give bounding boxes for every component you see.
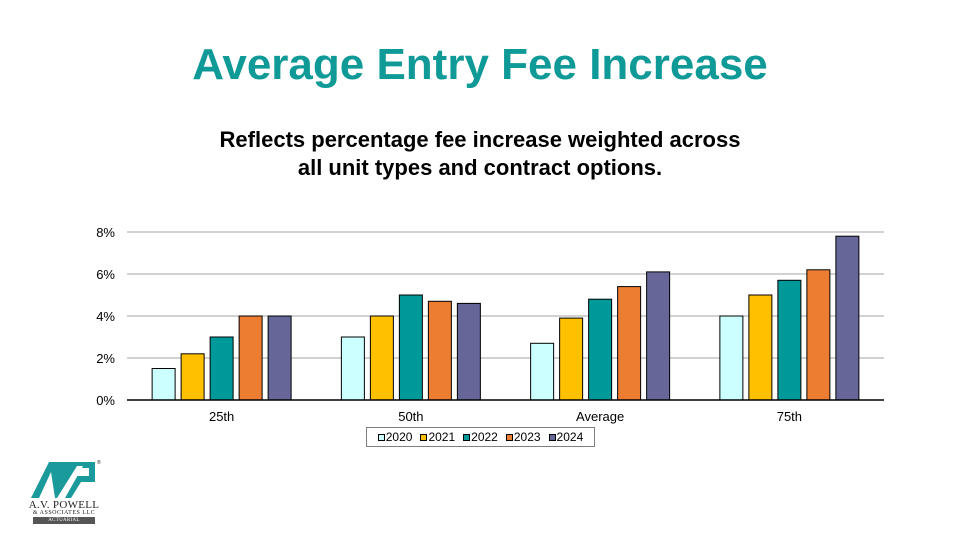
bar-2024-average — [646, 271, 671, 401]
y-tick-label: 0% — [96, 393, 115, 408]
bar-2020-50th — [340, 336, 365, 401]
page-title: Average Entry Fee Increase — [192, 40, 768, 89]
x-tick-label: 75th — [777, 409, 802, 424]
legend-swatch — [377, 433, 385, 441]
legend-label: 2024 — [556, 430, 584, 444]
legend-item-2023: 2023 — [505, 430, 541, 444]
subtitle-line-2: all unit types and contract options. — [297, 155, 663, 180]
subtitle-line-1: Reflects percentage fee increase weighte… — [219, 127, 741, 152]
bar-2023-25th — [238, 315, 263, 401]
bar-2023-average — [617, 286, 642, 401]
x-axis-ticks: 25th 50th Average 75th — [209, 409, 802, 424]
bar-2021-25th — [180, 353, 205, 401]
bar-2024-25th — [267, 315, 292, 401]
registered-mark: ® — [97, 459, 101, 466]
legend-label: 2021 — [428, 430, 456, 444]
legend-item-2022: 2022 — [463, 430, 498, 444]
legend-swatch — [463, 433, 471, 441]
y-axis-ticks: 0% 2% 4% 6% 8% — [96, 225, 115, 408]
bar-2022-75th — [777, 279, 802, 401]
logo-name: A.V. POWELL — [28, 499, 100, 511]
legend-item-2020: 2020 — [377, 430, 413, 444]
legend-label: 2022 — [471, 430, 498, 444]
bar-2021-50th — [369, 315, 394, 401]
bar-2023-75th — [806, 269, 831, 401]
bar-2020-average — [530, 342, 555, 401]
legend-swatch — [420, 433, 428, 441]
bar-2024-75th — [835, 235, 860, 401]
subtitle: Reflects percentage fee increase weighte… — [0, 126, 960, 182]
legend-item-2024: 2024 — [548, 430, 584, 444]
logo-tagline: ACTUARIAL INNOVATORS — [33, 517, 95, 530]
bar-2021-75th — [748, 294, 773, 401]
bar-2024-50th — [456, 302, 481, 401]
x-tick-label: 50th — [398, 409, 423, 424]
bar-2023-50th — [427, 300, 452, 401]
avp-logo-mark: ® — [31, 459, 101, 498]
x-tick-label: 25th — [209, 409, 234, 424]
logo-sub: & ASSOCIATES LLC — [32, 510, 96, 516]
y-tick-label: 4% — [96, 309, 115, 324]
bars — [151, 235, 860, 401]
legend: 2020 2021 2022 2023 2024 — [366, 427, 595, 447]
legend-swatch — [505, 433, 513, 441]
company-logo: ® A.V. POWELL & ASSOCIATES LLC ACTUARIAL… — [27, 458, 101, 530]
bar-2020-75th — [719, 315, 744, 401]
bar-2020-25th — [151, 368, 176, 401]
bar-2022-50th — [398, 294, 423, 401]
y-tick-label: 8% — [96, 225, 115, 240]
legend-label: 2020 — [385, 430, 413, 444]
y-tick-label: 2% — [96, 351, 115, 366]
bar-2022-average — [588, 298, 613, 401]
bar-2021-average — [559, 317, 584, 401]
legend-swatch — [548, 433, 556, 441]
y-tick-label: 6% — [96, 267, 115, 282]
bar-2022-25th — [209, 336, 234, 401]
legend-item-2021: 2021 — [420, 430, 455, 444]
x-tick-label: Average — [576, 409, 624, 424]
legend-label: 2023 — [513, 430, 541, 444]
